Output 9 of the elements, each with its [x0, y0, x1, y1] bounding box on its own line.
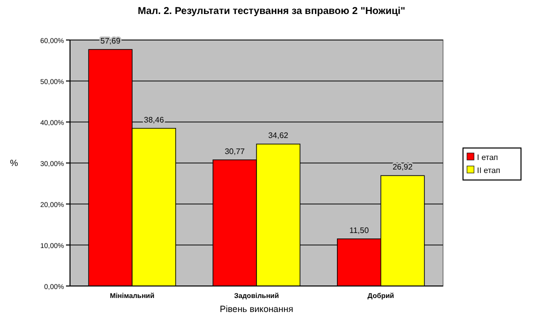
- data-label: 26,92: [392, 162, 414, 172]
- legend-label: ІІ етап: [477, 166, 500, 175]
- data-label: 34,62: [268, 131, 289, 140]
- data-label: 30,77: [224, 146, 246, 156]
- y-axis-title: %: [10, 158, 18, 168]
- legend-label: І етап: [477, 153, 498, 162]
- x-axis-title: Рівень виконання: [220, 304, 294, 314]
- data-label: 11,50: [349, 226, 370, 235]
- chart-title: Мал. 2. Результати тестування за вправою 2 "Ножиці": [138, 6, 406, 17]
